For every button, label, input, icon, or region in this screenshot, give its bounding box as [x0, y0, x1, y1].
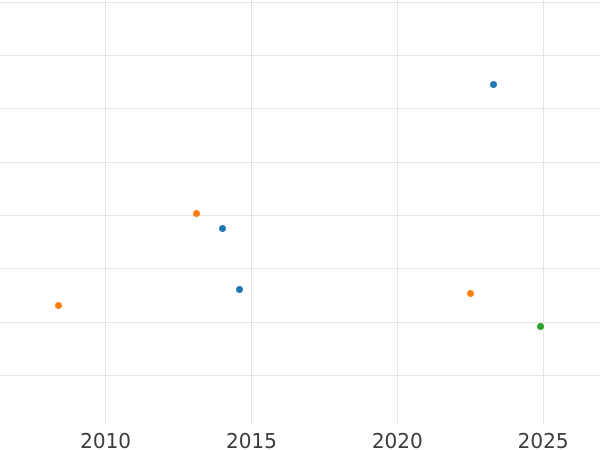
x-tick-label: 2015: [225, 429, 277, 450]
data-point-series-orange: [55, 301, 63, 309]
y-gridline: [0, 321, 600, 323]
y-gridline: [0, 374, 600, 376]
x-gridline: [542, 0, 544, 424]
y-gridline: [0, 54, 600, 56]
data-point-series-blue: [490, 81, 498, 89]
x-tick-label: 2010: [80, 429, 132, 450]
x-gridline: [105, 0, 107, 424]
y-gridline: [0, 161, 600, 163]
y-gridline: [0, 1, 600, 3]
x-gridline: [396, 0, 398, 424]
x-gridline: [250, 0, 252, 424]
y-gridline: [0, 214, 600, 216]
data-point-series-orange: [466, 290, 474, 298]
y-gridline: [0, 108, 600, 110]
x-tick-label: 2025: [517, 429, 569, 450]
x-tick-label: 2020: [371, 429, 423, 450]
y-gridline: [0, 268, 600, 270]
data-point-series-orange: [192, 210, 200, 218]
data-point-series-blue: [236, 286, 244, 294]
data-point-series-green: [536, 322, 544, 330]
plot-area: [0, 0, 600, 424]
data-point-series-blue: [218, 224, 226, 232]
x-axis: 2010 2015 2020 2025: [0, 424, 600, 450]
